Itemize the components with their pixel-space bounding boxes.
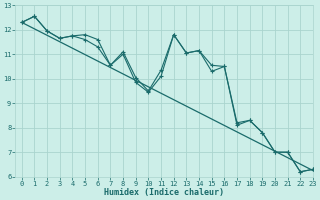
X-axis label: Humidex (Indice chaleur): Humidex (Indice chaleur) [104, 188, 224, 197]
